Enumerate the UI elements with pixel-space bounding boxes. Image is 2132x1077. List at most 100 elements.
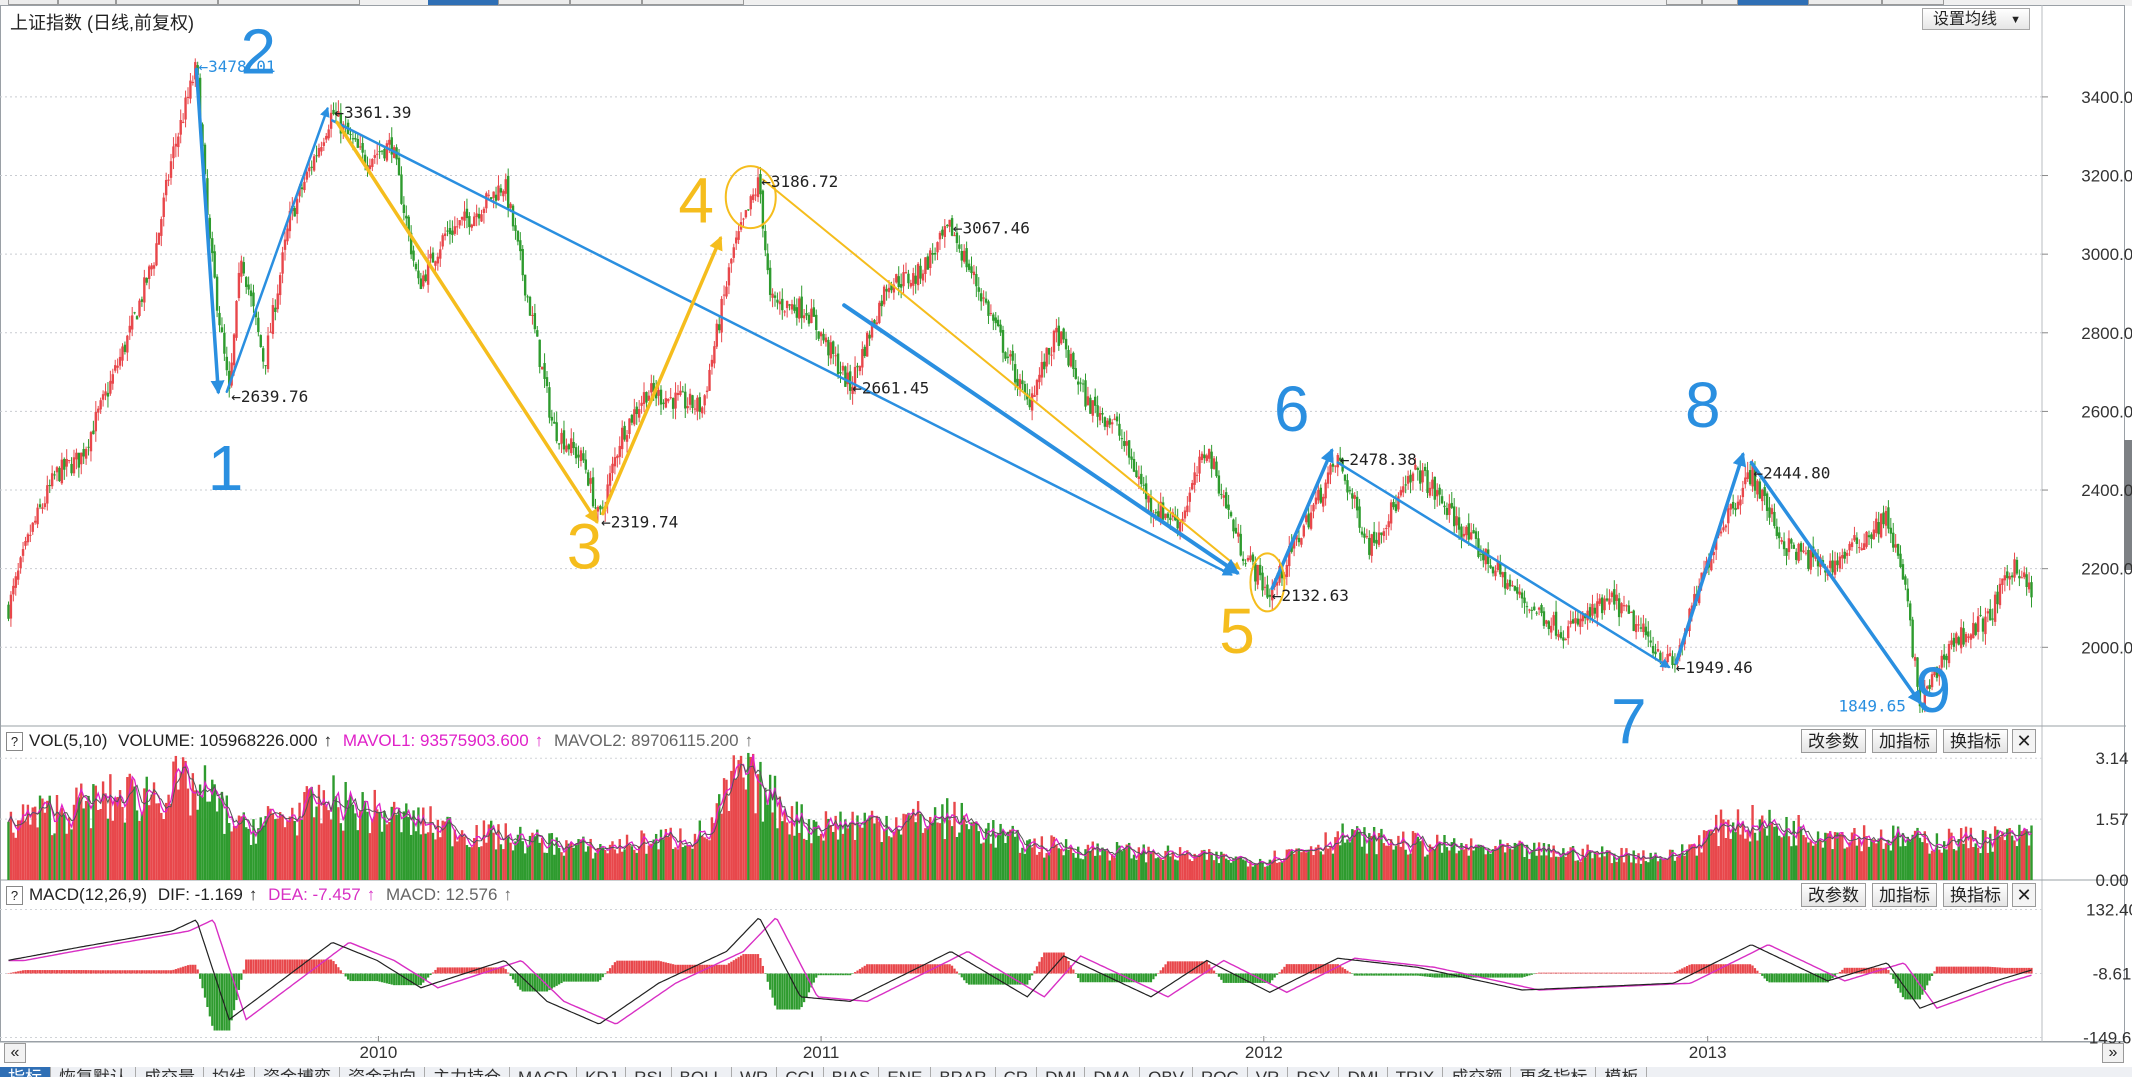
indicator-tab[interactable]: 资金博弈 [255, 1067, 340, 1077]
macd-histogram-bar [380, 973, 384, 983]
change-params-button[interactable]: 改参数 [1801, 883, 1866, 907]
indicator-tab[interactable]: 成交量 [136, 1067, 204, 1077]
candle-body [249, 290, 253, 297]
top-tab[interactable] [498, 0, 570, 5]
indicator-tab[interactable]: DMI [1037, 1067, 1086, 1077]
candle-body [1496, 561, 1500, 571]
macd-histogram-bar [1368, 973, 1371, 976]
volume-bar [1363, 827, 1366, 880]
volume-bar [317, 784, 321, 880]
macd-histogram-bar [1055, 952, 1058, 974]
macd-histogram-bar [577, 973, 580, 982]
switch-indicator-button[interactable]: 换指标 [1943, 729, 2008, 753]
candle-body [1244, 563, 1247, 565]
volume-bar [87, 795, 90, 880]
top-tab[interactable] [1702, 0, 1738, 5]
top-tab[interactable] [8, 0, 58, 5]
volume-bar [126, 777, 129, 880]
indicator-tab[interactable]: BRAR [931, 1067, 996, 1077]
indicator-tab[interactable]: 资金动向 [340, 1067, 425, 1077]
candle-body [1909, 603, 1912, 621]
indicator-tab[interactable]: ENE [879, 1067, 932, 1077]
macd-indicator-name[interactable]: MACD(12,26,9) [29, 885, 148, 904]
indicator-tab[interactable]: TRIX [1388, 1067, 1444, 1077]
candle-body [579, 450, 583, 462]
candle-body [354, 137, 357, 140]
indicator-tab[interactable]: 指标 [0, 1067, 51, 1077]
macd-histogram-bar [1899, 973, 1902, 993]
help-icon[interactable]: ? [6, 732, 23, 752]
add-indicator-button[interactable]: 加指标 [1872, 883, 1937, 907]
indicator-tab[interactable]: RSI [626, 1067, 672, 1077]
volume-indicator-name[interactable]: VOL(5,10) [29, 731, 108, 750]
indicator-tab[interactable]: 恢复默认 [51, 1067, 136, 1077]
top-tab[interactable] [218, 0, 360, 5]
scroll-left-button[interactable]: « [4, 1043, 26, 1063]
indicator-tab[interactable]: 主力持仓 [425, 1067, 510, 1077]
candle-body [92, 430, 95, 435]
indicator-tab[interactable]: CCI [777, 1067, 824, 1077]
indicator-tab[interactable]: CR [996, 1067, 1038, 1077]
volume-bar [1351, 829, 1354, 880]
indicator-tab[interactable]: DMI [1339, 1067, 1388, 1077]
macd-histogram-bar [1113, 973, 1116, 983]
indicator-tab[interactable]: KDJ [577, 1067, 627, 1077]
macd-histogram-bar [967, 973, 971, 985]
top-tab[interactable] [58, 0, 116, 5]
candle-body [1103, 417, 1107, 427]
macd-histogram-bar [1952, 966, 1955, 974]
candle-body [606, 484, 609, 505]
volume-bar [1380, 828, 1383, 880]
indicator-tab[interactable]: DMA [1085, 1067, 1141, 1077]
macd-histogram-bar [385, 973, 388, 984]
candle-body [1506, 583, 1509, 589]
macd-histogram-bar [1079, 973, 1082, 983]
volume-bar [21, 804, 25, 880]
candle-body [538, 339, 541, 367]
candle-body [463, 211, 466, 221]
change-params-button[interactable]: 改参数 [1801, 729, 1866, 753]
candle-body [1870, 534, 1873, 539]
macd-histogram-bar [1632, 972, 1635, 974]
macd-histogram-bar [14, 971, 17, 974]
indicator-tab[interactable]: VR [1248, 1067, 1289, 1077]
indicator-tab[interactable]: OBV [1140, 1067, 1193, 1077]
volume-bar [1469, 838, 1473, 880]
candle-body [696, 397, 699, 412]
top-tab[interactable] [1882, 0, 1944, 5]
close-icon[interactable]: ✕ [2012, 883, 2036, 907]
ma-settings-dropdown[interactable]: 设置均线 ▼ [1922, 8, 2030, 30]
indicator-tab[interactable]: 模板 [1596, 1067, 1648, 1077]
indicator-tab[interactable]: ROC [1193, 1067, 1248, 1077]
close-icon[interactable]: ✕ [2012, 729, 2036, 753]
indicator-tab[interactable]: BOLL [672, 1067, 733, 1077]
macd-histogram-bar [249, 959, 253, 974]
top-tab-active[interactable] [1738, 0, 1808, 5]
top-tab[interactable] [570, 0, 642, 5]
top-tab[interactable] [1808, 0, 1882, 5]
switch-indicator-button[interactable]: 换指标 [1943, 883, 2008, 907]
indicator-tab[interactable]: 均线 [204, 1067, 255, 1077]
candle-body [827, 339, 830, 356]
macd-histogram-bar [1222, 973, 1225, 983]
add-indicator-button[interactable]: 加指标 [1872, 729, 1937, 753]
candle-body [1426, 470, 1429, 493]
volume-bar [1717, 846, 1720, 880]
top-tab[interactable] [116, 0, 218, 5]
indicator-tab[interactable]: 成交额 [1443, 1067, 1512, 1077]
macd-histogram-bar [948, 964, 951, 974]
candle-body [1336, 455, 1339, 468]
indicator-tab[interactable]: WR [732, 1067, 778, 1077]
scroll-right-button[interactable]: » [2102, 1043, 2124, 1063]
indicator-tab[interactable]: 更多指标 [1511, 1067, 1597, 1077]
candle-body [1734, 507, 1737, 511]
top-tab-active[interactable] [428, 0, 498, 5]
macd-histogram-bar [121, 970, 124, 974]
indicator-tab[interactable]: PSY [1288, 1067, 1340, 1077]
help-icon[interactable]: ? [6, 886, 23, 906]
top-tab[interactable] [1666, 0, 1702, 5]
top-tab[interactable] [642, 0, 744, 5]
indicator-tab[interactable]: BIAS [824, 1067, 880, 1077]
indicator-tab[interactable]: MACD [510, 1067, 578, 1077]
